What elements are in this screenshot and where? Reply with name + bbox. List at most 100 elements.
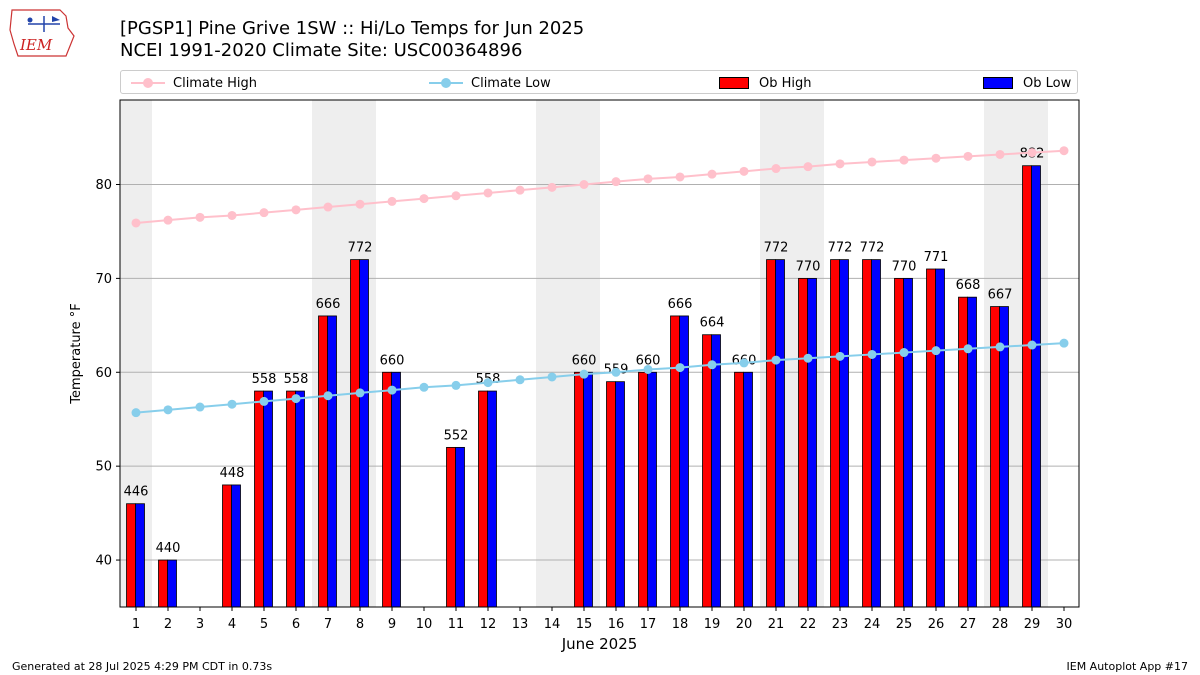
- climate-low-point: [803, 353, 813, 363]
- y-tick-label: 40: [95, 554, 112, 569]
- bar-value-label: 772: [860, 241, 885, 256]
- x-tick-label: 3: [196, 617, 204, 632]
- bar-value-label: 668: [956, 278, 981, 293]
- ob-low-bar: [583, 371, 593, 608]
- ob-low-bar: [1031, 165, 1041, 608]
- climate-high-point: [739, 166, 749, 176]
- x-tick-label: 28: [992, 617, 1009, 632]
- ob-low-bar: [743, 371, 753, 608]
- ob-low-bar: [807, 277, 817, 608]
- x-tick-label: 21: [768, 617, 785, 632]
- ob-high-bar: [638, 371, 648, 608]
- climate-high-point: [931, 153, 941, 163]
- ob-low-bar: [615, 381, 625, 608]
- x-tick-label: 22: [800, 617, 817, 632]
- x-tick-label: 8: [356, 617, 364, 632]
- climate-high-point: [547, 182, 557, 192]
- climate-low-point: [515, 375, 525, 385]
- x-tick-label: 25: [896, 617, 913, 632]
- ob-high-bar: [830, 259, 840, 608]
- climate-high-point: [611, 177, 621, 187]
- y-axis-label: Temperature °F: [69, 303, 84, 404]
- climate-low-point: [835, 351, 845, 361]
- x-tick-label: 5: [260, 617, 268, 632]
- bar-value-label: 772: [764, 241, 789, 256]
- bar-value-label: 771: [924, 250, 949, 265]
- y-tick-label: 50: [95, 460, 112, 475]
- x-axis-label: June 2025: [561, 635, 638, 653]
- bar-value-label: 558: [252, 372, 277, 387]
- climate-low-point: [419, 382, 429, 392]
- ob-high-bar: [1022, 165, 1032, 608]
- x-tick-label: 30: [1056, 617, 1073, 632]
- x-tick-label: 10: [416, 617, 433, 632]
- climate-low-point: [227, 399, 237, 409]
- bar-value-label: 448: [220, 466, 245, 481]
- legend-label-ob-low: Ob Low: [1023, 75, 1072, 91]
- legend-item-ob-low: Ob Low: [983, 74, 1071, 92]
- climate-low-point: [131, 408, 141, 418]
- ob-high-bar: [350, 259, 360, 608]
- climate-high-point: [291, 205, 301, 215]
- ob-high-bar: [862, 259, 872, 608]
- x-tick-label: 13: [512, 617, 529, 632]
- ob-low-bar: [871, 259, 881, 608]
- ob-high-bar: [606, 381, 616, 608]
- ob-high-bar: [734, 371, 744, 608]
- ob-high-bar: [670, 315, 680, 608]
- climate-low-point: [1027, 340, 1037, 350]
- x-tick-label: 24: [864, 617, 881, 632]
- climate-high-point: [963, 151, 973, 161]
- x-tick-label: 4: [228, 617, 236, 632]
- climate-high-point: [579, 180, 589, 189]
- bar-value-label: 558: [284, 372, 309, 387]
- climate-low-point: [355, 388, 365, 398]
- climate-low-point: [931, 346, 941, 356]
- ob-high-bar: [574, 371, 584, 608]
- bar-value-label: 660: [636, 353, 661, 368]
- climate-high-point: [1027, 148, 1037, 158]
- bar-value-label: 666: [668, 297, 693, 312]
- climate-low-point: [259, 396, 269, 406]
- iem-logo: IEM: [9, 9, 75, 57]
- ob-low-bar: [455, 446, 465, 608]
- climate-low-point: [579, 369, 589, 379]
- ob-low-bar: [391, 371, 401, 608]
- bar-value-label: 440: [156, 541, 181, 556]
- x-tick-label: 15: [576, 617, 593, 632]
- climate-low-point: [323, 391, 333, 401]
- climate-high-point: [803, 162, 813, 172]
- y-tick-label: 60: [95, 366, 112, 381]
- x-tick-label: 16: [608, 617, 625, 632]
- x-tick-label: 26: [928, 617, 945, 632]
- bar-value-label: 446: [124, 485, 149, 500]
- x-tick-label: 18: [672, 617, 689, 632]
- climate-high-point: [419, 194, 429, 204]
- x-tick-label: 27: [960, 617, 977, 632]
- chart-subtitle: NCEI 1991-2020 Climate Site: USC00364896: [120, 40, 523, 61]
- climate-high-point: [995, 149, 1005, 159]
- legend-item-climate-high: Climate High: [131, 74, 257, 92]
- ob-low-bar: [135, 503, 145, 608]
- ob-high-bar: [318, 315, 328, 608]
- climate-high-point: [387, 196, 397, 206]
- x-tick-label: 9: [388, 617, 396, 632]
- climate-low-point: [867, 349, 877, 359]
- x-tick-label: 11: [448, 617, 465, 632]
- climate-high-point: [259, 208, 269, 218]
- climate-low-point: [387, 385, 397, 395]
- x-tick-label: 29: [1024, 617, 1041, 632]
- ob-high-bar: [254, 390, 264, 608]
- climate-high-point: [355, 199, 365, 209]
- x-tick-label: 14: [544, 617, 561, 632]
- climate-high-point: [227, 210, 237, 220]
- x-tick-label: 19: [704, 617, 721, 632]
- ob-low-bar: [679, 315, 689, 608]
- climate-low-point: [771, 355, 781, 365]
- ob-low-bar: [711, 334, 721, 608]
- ob-low-bar: [231, 484, 241, 608]
- ob-high-bar: [222, 484, 232, 608]
- climate-low-point: [611, 367, 621, 377]
- climate-low-point: [963, 344, 973, 354]
